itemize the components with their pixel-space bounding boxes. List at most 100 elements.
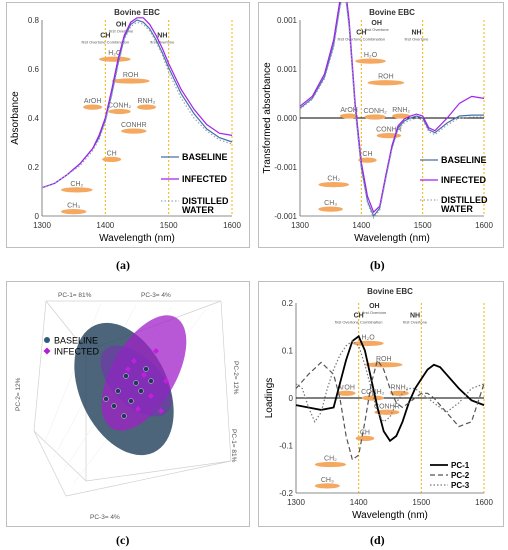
chart-a-assignment-label: ArOH — [84, 98, 102, 105]
chart-d-band-label: CH — [354, 312, 364, 319]
chart-c-axis-label: PC-2= 12% — [15, 377, 22, 411]
chart-b-xlabel: Wavelength (nm) — [354, 233, 430, 244]
chart-b-assignment-band — [367, 80, 405, 86]
chart-a: Bovine EBC 1300 1400 1500 1600 0 0.2 0.4 0.6 0.8 W… — [10, 8, 241, 244]
chart-a-assignment-label: RNH₂ — [138, 98, 156, 105]
chart-b-legend-label: INFECTED — [441, 175, 487, 185]
chart-b-assignment-band — [376, 133, 402, 139]
chart-d-assignment-label: CH₃ — [321, 477, 334, 484]
chart-b: Bovine EBC 1300 1400 1500 1600 -0.001 -0.001 0.… — [262, 2, 493, 244]
chart-a-band-sub: first Overtone — [109, 29, 134, 34]
chart-c-point-baseline — [138, 388, 144, 394]
chart-b-xtick: 1600 — [475, 221, 493, 230]
panel-label-b: (b) — [370, 258, 385, 272]
chart-c-point-baseline — [111, 403, 117, 409]
chart-b-assignment-label: ROH — [378, 74, 394, 81]
chart-b-ytick: -0.001 — [274, 212, 297, 221]
chart-c-point-baseline — [123, 373, 129, 379]
chart-a-band-sub: first Overtone — [150, 39, 175, 44]
chart-c-grid-line — [85, 460, 232, 482]
chart-b-assignment-band — [392, 113, 411, 119]
chart-a-assignment-label: CH₂ — [70, 181, 83, 188]
chart-c-axis-label: PC-3= 4% — [141, 292, 171, 299]
chart-a-band-sub: first Overtone Combination — [82, 39, 130, 44]
chart-a-assignment-label: H₂O — [108, 50, 122, 57]
chart-b-ylabel: Transformed absorbance — [262, 62, 273, 174]
chart-d-band-label: OH — [369, 303, 380, 310]
chart-d-band-sub: first Overtone Combination — [335, 319, 383, 324]
chart-b-assignment-label: CH — [362, 151, 372, 158]
chart-a-legend-label: BASELINE — [182, 152, 228, 162]
chart-d-legend-label: PC-2 — [451, 471, 470, 480]
chart-c-point-baseline — [128, 398, 134, 404]
chart-d-series-pc-2 — [295, 358, 485, 461]
chart-a-assignment-label: ROH — [123, 72, 139, 79]
chart-c-point-infected — [135, 406, 141, 412]
chart-d-assignment-label: H₂O — [361, 334, 375, 341]
chart-a-xlabel: Wavelength (nm) — [99, 233, 175, 244]
chart-c-point-baseline — [121, 413, 127, 419]
chart-d-series-pc-1 — [295, 334, 485, 443]
chart-c-legend-label: INFECTED — [54, 347, 100, 357]
panel-a-frame — [6, 2, 250, 248]
chart-c-point-infected — [158, 408, 164, 414]
chart-c-point-baseline — [148, 378, 154, 384]
chart-d-assignment-label: ArOH — [337, 384, 355, 391]
chart-a-xtick: 1300 — [33, 221, 51, 230]
chart-c-grid-line — [43, 302, 102, 445]
chart-b-ytick: 0.000 — [277, 114, 298, 123]
chart-c-point-infected — [148, 393, 154, 399]
chart-d-xtick: 1400 — [350, 498, 368, 507]
chart-d-ylabel: Loadings — [264, 378, 275, 419]
chart-d-ytick: 0.1 — [282, 347, 294, 356]
chart-a-legend-label: DISTILLED — [182, 196, 229, 206]
chart-b-assignment-label: CH₂ — [327, 176, 340, 183]
chart-d-assignment-label: RNH₂ — [390, 384, 408, 391]
chart-a-assignment-band — [61, 187, 93, 193]
chart-b-band-sub: first Overtone — [405, 37, 430, 42]
chart-b-band-sub: first Overtone — [365, 27, 390, 32]
chart-a-series-infected — [41, 17, 233, 189]
chart-c-axis-label: PC-1= 81% — [58, 292, 92, 299]
chart-a-assignment-band — [102, 156, 122, 162]
chart-a-legend-label: INFECTED — [182, 174, 228, 184]
chart-b-legend-label: DISTILLED — [441, 195, 488, 205]
panel-label-d: (d) — [370, 533, 385, 547]
chart-b-xtick: 1500 — [414, 221, 432, 230]
panel-label-c: (c) — [116, 533, 130, 547]
chart-c-axis-label: PC-1= 81% — [230, 429, 237, 463]
chart-d-xtick: 1600 — [475, 498, 493, 507]
chart-d-title: Bovine EBC — [367, 287, 413, 296]
chart-d-ytick: 0 — [289, 394, 294, 403]
chart-b-assignment-band — [355, 58, 386, 64]
panel-d-frame — [258, 281, 504, 527]
chart-b-ytick: 0.001 — [277, 16, 298, 25]
chart-a-ytick: 0.6 — [28, 65, 40, 74]
chart-c-legend-label: BASELINE — [54, 336, 98, 346]
chart-a-assignment-band — [111, 78, 150, 84]
chart-d-assignment-band — [314, 461, 347, 468]
chart-a-band-label: NH — [157, 32, 167, 39]
chart-b-assignment-label: CONH₂ — [363, 108, 387, 115]
chart-a-assignment-label: CH — [107, 150, 117, 157]
chart-d-assignment-band — [314, 483, 340, 489]
chart-b-ytick: -0.001 — [274, 163, 297, 172]
chart-a-assignment-band — [60, 209, 87, 215]
chart-d-band-sub: first Overtone — [403, 319, 428, 324]
chart-a-xtick: 1600 — [223, 221, 241, 230]
chart-a-title: Bovine EBC — [114, 8, 160, 17]
chart-b-assignment-band — [358, 157, 377, 163]
chart-d-assignment-band — [352, 340, 384, 346]
chart-b-legend-label: WATER — [441, 204, 473, 214]
chart-c-grid-line — [220, 300, 232, 462]
chart-b-band-label: OH — [371, 20, 382, 27]
chart-d-legend-label: PC-1 — [451, 461, 470, 470]
chart-c-point-infected — [125, 366, 131, 372]
chart-b-band-label: CH — [356, 30, 366, 37]
chart-c-point-infected — [131, 358, 137, 364]
chart-c-axis-label: PC-3= 4% — [90, 514, 120, 521]
chart-c-legend-swatch — [44, 337, 50, 343]
chart-c-axis-label: PC-2= 12% — [232, 361, 239, 395]
chart-d: Bovine EBC 1300 1400 1500 1600 -0.2 -0.1 0 0.1 0.… — [264, 287, 493, 521]
